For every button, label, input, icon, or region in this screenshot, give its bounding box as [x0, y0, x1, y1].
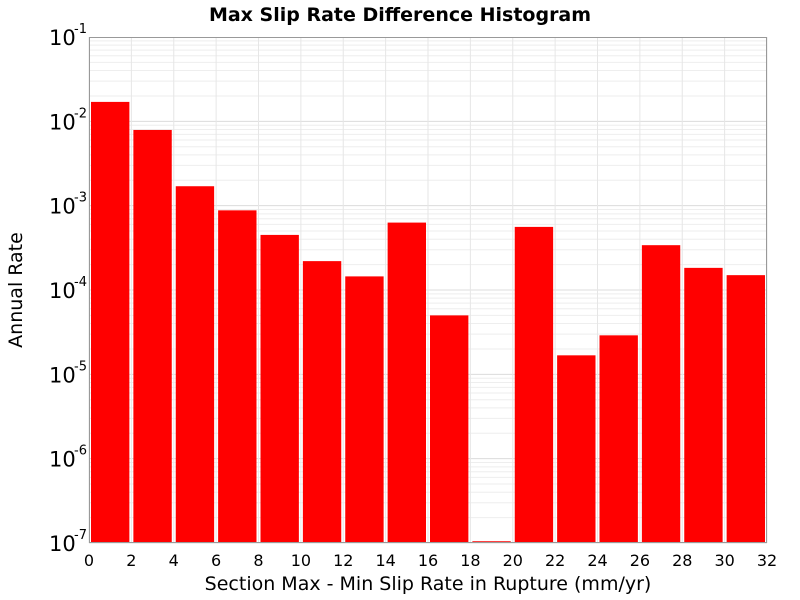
x-tick-label: 8 — [253, 551, 263, 570]
histogram-bar — [726, 275, 765, 543]
histogram-bar — [641, 245, 681, 544]
y-tick-label: 10 — [49, 532, 76, 556]
histogram-bar — [175, 186, 215, 543]
histogram-bar — [514, 226, 554, 543]
y-tick-exponent: -7 — [74, 528, 87, 543]
x-tick-label: 6 — [211, 551, 221, 570]
x-tick-label: 30 — [714, 551, 734, 570]
histogram-bar — [133, 129, 172, 543]
x-tick-label: 18 — [460, 551, 480, 570]
histogram-bar — [684, 267, 723, 543]
x-tick-label: 24 — [587, 551, 607, 570]
y-tick-exponent: -2 — [74, 106, 87, 121]
x-tick-label: 20 — [503, 551, 523, 570]
y-tick-label: 10 — [49, 195, 76, 219]
y-tick-exponent: -5 — [74, 359, 87, 374]
y-tick-exponent: -4 — [74, 275, 87, 290]
x-axis-label: Section Max - Min Slip Rate in Rupture (… — [205, 573, 652, 595]
histogram-bar — [260, 234, 299, 543]
y-tick-label: 10 — [49, 363, 76, 387]
y-tick-label: 10 — [49, 448, 76, 472]
y-tick-exponent: -6 — [74, 444, 87, 459]
chart-title: Max Slip Rate Difference Histogram — [209, 4, 591, 26]
y-tick-labels: 10-110-210-310-410-510-610-7 — [49, 22, 87, 556]
plot-border — [89, 37, 767, 543]
y-tick-exponent: -1 — [74, 22, 87, 37]
y-tick-label: 10 — [49, 26, 76, 50]
histogram-bar — [599, 335, 638, 543]
histogram-bar — [218, 210, 257, 543]
histogram-bar — [302, 261, 342, 543]
x-tick-label: 22 — [545, 551, 565, 570]
x-tick-label: 14 — [375, 551, 395, 570]
bars — [91, 101, 765, 544]
histogram-bar — [430, 315, 469, 543]
x-tick-label: 2 — [126, 551, 136, 570]
x-tick-label: 16 — [418, 551, 438, 570]
x-tick-label: 28 — [672, 551, 692, 570]
x-tick-label: 4 — [169, 551, 179, 570]
histogram-bar — [345, 276, 384, 543]
x-tick-label: 0 — [84, 551, 94, 570]
histogram-bar — [91, 101, 130, 544]
x-tick-labels: 0 2 4 6 8 10 12 14 16 18 20 22 24 26 28 30 32 — [84, 551, 777, 570]
histogram-bar — [387, 222, 426, 544]
y-axis-label: Annual Rate — [5, 232, 27, 348]
x-tick-label: 12 — [333, 551, 353, 570]
histogram-bar — [557, 355, 596, 543]
y-tick-exponent: -3 — [74, 191, 87, 206]
y-tick-label: 10 — [49, 279, 76, 303]
y-tick-label: 10 — [49, 110, 76, 134]
x-tick-label: 26 — [630, 551, 650, 570]
x-tick-label: 10 — [291, 551, 311, 570]
x-tick-label: 32 — [757, 551, 777, 570]
